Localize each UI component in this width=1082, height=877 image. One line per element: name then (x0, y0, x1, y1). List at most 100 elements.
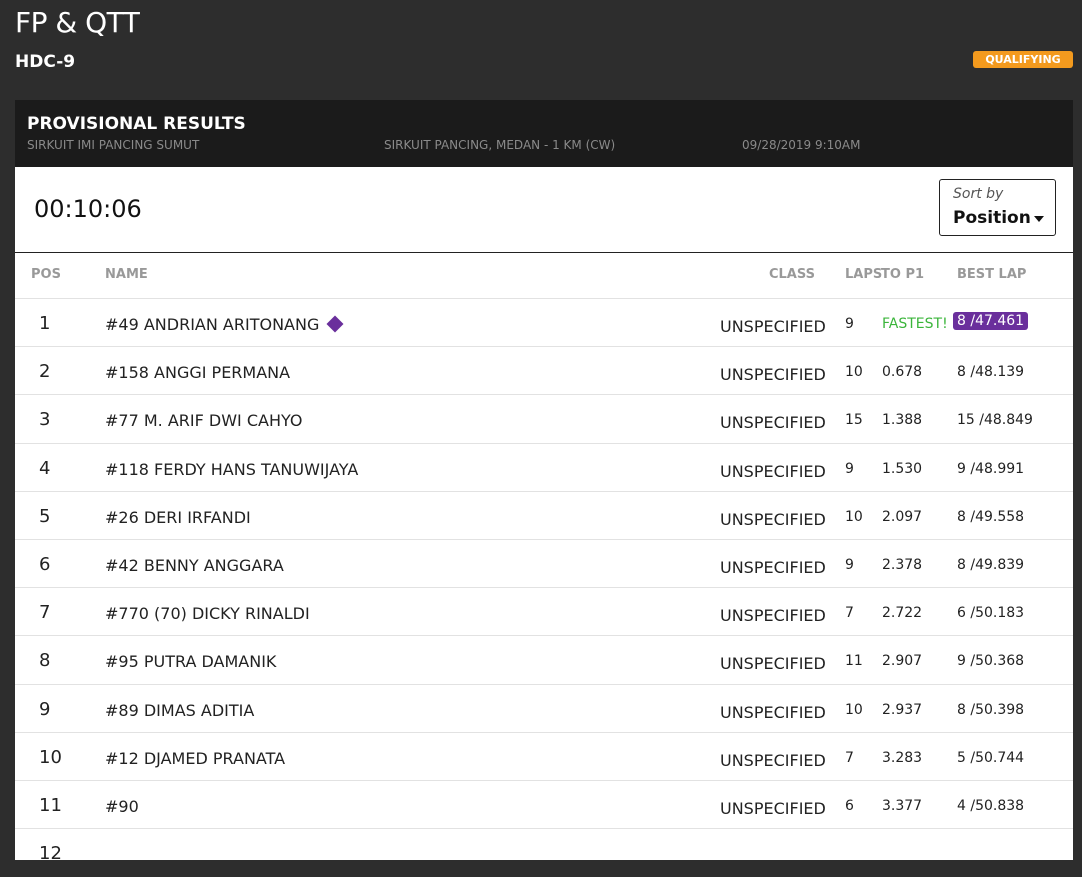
class: UNSPECIFIED (720, 750, 826, 770)
table-row: 5 #26 DERI IRFANDI UNSPECIFIED 10 2.097 8 /49… (15, 490, 1073, 540)
laps: 9 (845, 316, 854, 332)
driver-name: #90 (105, 797, 139, 816)
column-header: CLASS (768, 267, 815, 282)
gap-to-p1: 1.388 (882, 412, 923, 429)
position: 5 (39, 505, 51, 527)
best-lap: 8 /49.558 (957, 508, 1025, 525)
sort-label: Sort by (953, 186, 1004, 202)
divider (15, 252, 1073, 253)
caret (1034, 216, 1044, 222)
driver-name: #42 BENNY ANGGARA (105, 556, 284, 575)
position: 7 (39, 602, 51, 624)
class: UNSPECIFIED (720, 654, 826, 674)
best-lap: 9 /50.368 (957, 653, 1025, 670)
table-row: 7 #770 (70) DICKY RINALDI UNSPECIFIED 7 2.72… (15, 587, 1073, 636)
fastest-icon (326, 315, 344, 333)
best-lap: 15 /48.849 (957, 412, 1033, 429)
position: 2 (39, 361, 51, 383)
results-panel: PROVISIONAL RESULTS SIRKUIT IMI PANCING … (15, 100, 1073, 864)
best-lap: 4 /50.838 (957, 798, 1025, 814)
gap-to-p1: FASTEST! (882, 316, 948, 332)
column-header: NAME (105, 267, 148, 282)
table-row: 10 #12 DJAMED PRANATA UNSPECIFIED 7 3.283 5 /… (15, 731, 1073, 781)
driver-name: #95 PUTRA DAMANIK (105, 652, 277, 672)
page-subtitle: HDC-9 (15, 52, 76, 72)
position: 11 (39, 795, 62, 816)
laps: 9 (845, 557, 854, 573)
best-lap: 9 /48.991 (957, 460, 1025, 477)
laps: 15 (845, 412, 863, 429)
driver-name: #49 ANDRIAN ARITONANG (105, 315, 320, 334)
driver-name: #158 ANGGI PERMANA (105, 363, 291, 383)
gap-to-p1: 3.283 (882, 749, 923, 766)
gap-to-p1: 2.907 (882, 653, 923, 670)
best-lap: 8 /50.398 (957, 701, 1025, 718)
laps: 9 (845, 460, 854, 477)
table-row: 8 #95 PUTRA DAMANIK UNSPECIFIED 11 2.907 9 /5… (15, 635, 1073, 684)
position: 6 (39, 554, 51, 575)
position: 12 (39, 843, 62, 865)
gap-to-p1: 2.378 (882, 557, 923, 573)
position: 4 (39, 457, 51, 479)
panel-header: PROVISIONAL RESULTS SIRKUIT IMI PANCING … (15, 100, 1073, 167)
laps: 6 (845, 798, 854, 814)
gap-to-p1: 0.678 (882, 364, 923, 381)
laps: 11 (845, 653, 863, 670)
position: 3 (39, 409, 51, 431)
table-row: 4 #118 FERDY HANS TANUWIJAYA UNSPECIFIED 9 1… (15, 442, 1073, 492)
page: FP & QTT HDC-9 QUALIFYING PROVISIONAL RE… (15, 6, 1073, 865)
best-lap: 8 /48.139 (957, 364, 1025, 381)
driver-name: #77 M. ARIF DWI CAHYO (105, 411, 303, 431)
table-row: 12 (15, 828, 1073, 877)
column-header: POS (31, 267, 61, 282)
column-header: BEST LAP (957, 267, 1027, 282)
best-lap: 5 /50.744 (957, 749, 1025, 766)
laps: 7 (845, 605, 854, 622)
table-row: 1 #49 ANDRIAN ARITONANG UNSPECIFIED 9 FASTES… (15, 298, 1073, 347)
class: UNSPECIFIED (720, 509, 826, 529)
table-row: 11 #90 UNSPECIFIED 6 3.377 4 /50.838 (15, 780, 1073, 829)
page-title: FP & QTT (15, 6, 140, 39)
class: UNSPECIFIED (720, 413, 826, 433)
driver-name: #26 DERI IRFANDI (105, 507, 251, 527)
panel-title: PROVISIONAL RESULTS (27, 114, 246, 134)
class: UNSPECIFIED (720, 317, 826, 336)
gap-to-p1: 3.377 (882, 798, 923, 814)
column-header: LAPS (845, 267, 883, 282)
class: UNSPECIFIED (720, 702, 826, 722)
table-row: 6 #42 BENNY ANGGARA UNSPECIFIED 9 2.378 8 /49… (15, 539, 1073, 588)
gap-to-p1: 1.530 (882, 460, 923, 477)
table-row: 3 #77 M. ARIF DWI CAHYO UNSPECIFIED 15 1.388… (15, 394, 1073, 443)
gap-to-p1: 2.722 (882, 605, 923, 622)
laps: 7 (845, 749, 854, 766)
meta: 09/28/2019 9:10AM (742, 138, 861, 152)
meta: SIRKUIT IMI PANCING SUMUT (27, 138, 200, 152)
laps: 10 (845, 364, 863, 381)
driver-name: #118 FERDY HANS TANUWIJAYA (105, 459, 359, 479)
position: 9 (39, 698, 51, 720)
column-header: TO P1 (881, 267, 925, 282)
gap-to-p1: 2.097 (882, 508, 923, 525)
meta: SIRKUIT PANCING, MEDAN - 1 KM (CW) (384, 138, 616, 152)
best-lap: 8 /47.461 (953, 312, 1029, 330)
sort-dropdown[interactable]: Sort by Position (939, 179, 1056, 236)
gap-to-p1: 2.937 (882, 701, 923, 718)
table-row: 2 #158 ANGGI PERMANA UNSPECIFIED 10 0.678 8 /… (15, 346, 1073, 395)
best-lap: 8 /49.839 (957, 557, 1025, 573)
position: 1 (39, 313, 51, 334)
best-lap: 6 /50.183 (957, 605, 1025, 622)
laps: 10 (845, 701, 863, 718)
timer: 00:10:06 (34, 195, 142, 223)
position: 8 (39, 650, 51, 672)
sort-value: Position (953, 208, 1031, 228)
driver-name: #89 DIMAS ADITIA (105, 700, 255, 720)
class: UNSPECIFIED (720, 606, 826, 626)
table-row: 9 #89 DIMAS ADITIA UNSPECIFIED 10 2.937 8 /50… (15, 683, 1073, 733)
driver-name: #770 (70) DICKY RINALDI (105, 604, 310, 624)
position: 10 (39, 746, 62, 768)
driver-name: #12 DJAMED PRANATA (105, 748, 286, 768)
class: UNSPECIFIED (720, 558, 826, 577)
laps: 10 (845, 508, 863, 525)
class: UNSPECIFIED (720, 365, 826, 385)
class: UNSPECIFIED (720, 461, 826, 481)
